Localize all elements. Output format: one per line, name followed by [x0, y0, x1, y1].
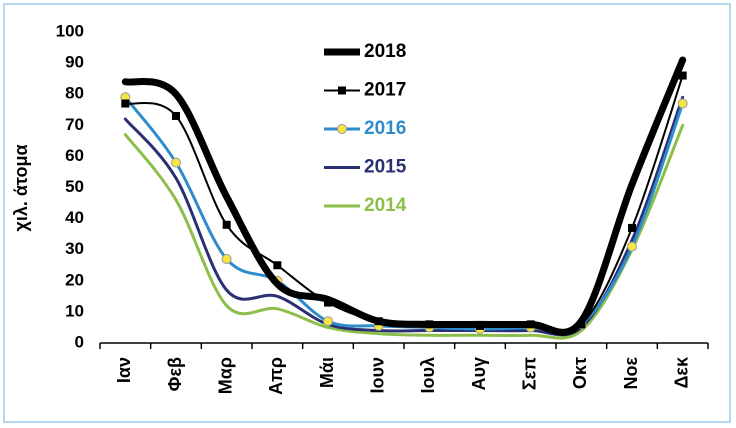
x-tick-label: Δεκ [671, 356, 691, 388]
marker [221, 254, 232, 265]
y-tick-label: 40 [65, 208, 84, 227]
y-tick-label: 30 [65, 239, 84, 258]
series-line [121, 56, 687, 336]
marker [171, 157, 181, 168]
marker [273, 261, 282, 270]
marker [627, 241, 637, 252]
y-tick-label: 0 [75, 332, 84, 351]
legend-label: 2014 [364, 195, 407, 216]
y-axis-label: χιλ. άτομα [11, 144, 31, 231]
y-tick-label: 10 [65, 301, 84, 320]
marker [323, 316, 333, 327]
x-tick-label: Μαρ [215, 357, 235, 394]
x-tick-label: Σεπ [519, 357, 539, 390]
x-tick-label: Απρ [266, 357, 286, 395]
legend-label: 2018 [364, 41, 406, 62]
x-tick-label: Ιουν [367, 357, 387, 393]
marker [678, 71, 687, 80]
y-tick-label: 80 [65, 84, 84, 103]
legend-marker [337, 124, 347, 134]
marker [677, 98, 688, 109]
x-tick-label: Νοε [621, 357, 641, 390]
x-tick-label: Μάι [317, 357, 337, 388]
series-line [123, 123, 685, 340]
x-tick-label: Οκτ [570, 357, 590, 389]
legend-label: 2017 [364, 80, 406, 101]
marker [172, 111, 180, 120]
legend-marker [338, 86, 346, 95]
marker [121, 99, 130, 108]
y-tick-label: 90 [65, 53, 84, 72]
y-tick-label: 50 [65, 177, 84, 196]
x-tick-label: Αυγ [469, 357, 489, 391]
chart-frame [3, 3, 731, 423]
y-tick-label: 70 [65, 115, 84, 134]
marker [222, 220, 231, 229]
x-tick-label: Φεβ [165, 357, 185, 391]
y-tick-label: 60 [65, 146, 84, 165]
legend-label: 2015 [364, 157, 407, 178]
legend-label: 2016 [364, 118, 406, 139]
marker [628, 223, 636, 232]
x-tick-label: Ιουλ [418, 357, 438, 393]
y-tick-label: 20 [65, 270, 84, 289]
x-tick-label: Ιαν [114, 357, 134, 383]
y-tick-label: 100 [56, 21, 84, 40]
